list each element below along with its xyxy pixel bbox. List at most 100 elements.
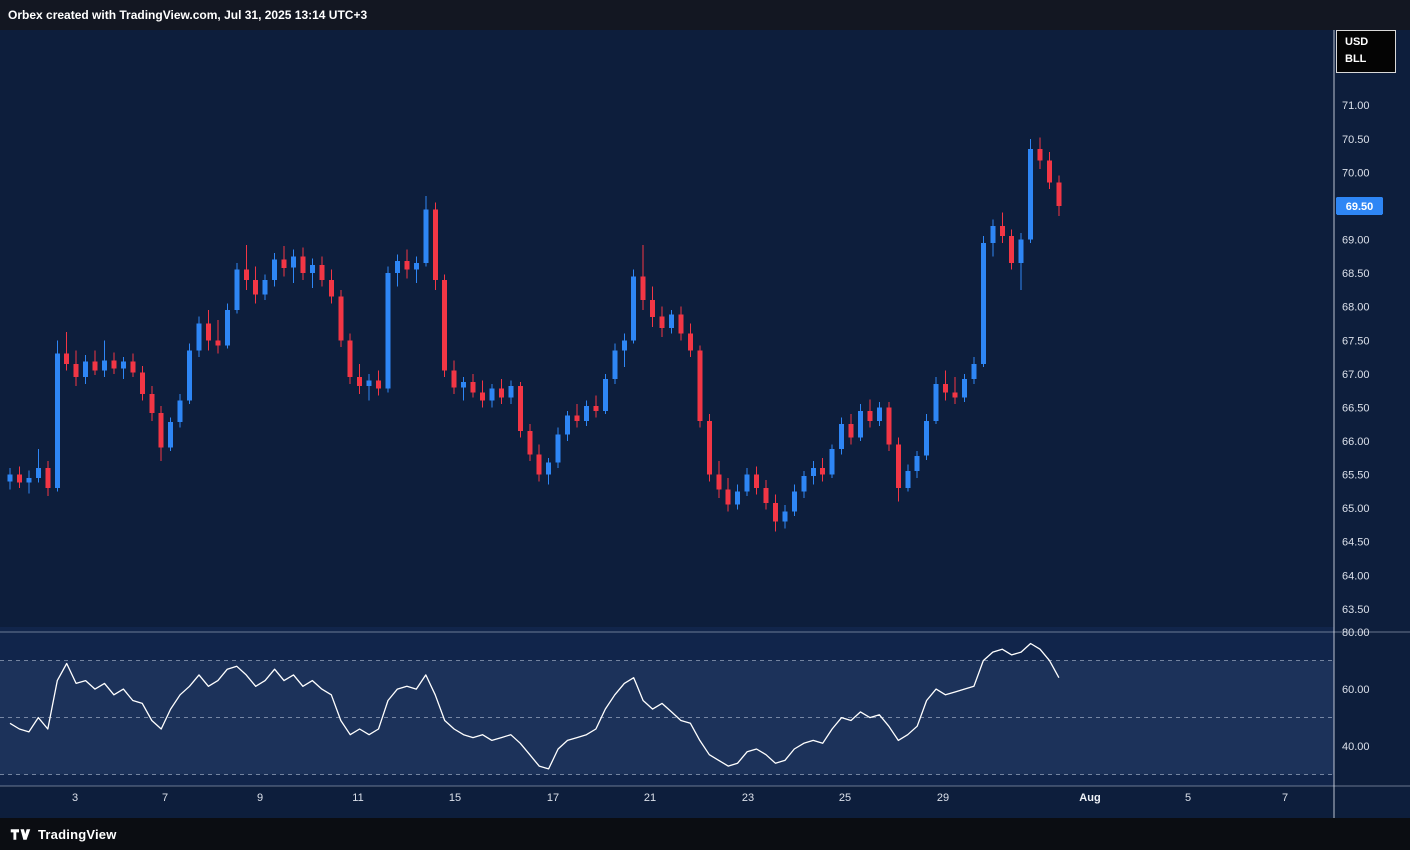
candle-body bbox=[366, 380, 372, 386]
candle-body bbox=[980, 242, 986, 364]
price-axis-label: 70.00 bbox=[1342, 167, 1370, 179]
candle-body bbox=[432, 209, 438, 280]
candle-body bbox=[83, 361, 89, 378]
candle-body bbox=[120, 361, 126, 369]
candle-body bbox=[404, 261, 410, 270]
candle-body bbox=[385, 273, 391, 389]
candle-body bbox=[527, 430, 533, 455]
candle-body bbox=[895, 444, 901, 488]
price-axis-label: 69.00 bbox=[1342, 235, 1370, 247]
candle-body bbox=[697, 350, 703, 421]
price-axis-label: 64.50 bbox=[1342, 537, 1370, 549]
candle-body bbox=[508, 385, 514, 398]
candle-body bbox=[357, 377, 363, 386]
last-price-badge bbox=[1336, 196, 1383, 215]
candle-body bbox=[687, 333, 693, 351]
candle-body bbox=[791, 491, 797, 512]
rsi-axis-label: 60.00 bbox=[1342, 684, 1370, 696]
price-axis-label: 63.50 bbox=[1342, 604, 1370, 616]
candle-body bbox=[281, 259, 287, 268]
time-axis[interactable] bbox=[0, 786, 1334, 818]
candle-body bbox=[565, 415, 571, 435]
price-axis-label: 70.50 bbox=[1342, 134, 1370, 146]
candle-body bbox=[943, 383, 949, 393]
candle-body bbox=[678, 314, 684, 334]
symbol-unit-currency: USD bbox=[1345, 36, 1369, 48]
candle-body bbox=[602, 379, 608, 411]
price-axis-label: 64.00 bbox=[1342, 570, 1370, 582]
price-axis-label: 68.00 bbox=[1342, 302, 1370, 314]
candle-body bbox=[583, 406, 589, 421]
candle-body bbox=[26, 477, 32, 483]
price-axis-label: 71.00 bbox=[1342, 100, 1370, 112]
tradingview-logo[interactable] bbox=[10, 828, 31, 841]
candle-body bbox=[394, 261, 400, 274]
candle-body bbox=[423, 209, 429, 263]
price-axis[interactable] bbox=[1334, 30, 1410, 818]
price-axis-label: 66.00 bbox=[1342, 436, 1370, 448]
candle-body bbox=[905, 471, 911, 488]
candle-body bbox=[177, 400, 183, 423]
candle-body bbox=[300, 256, 306, 274]
candle-body bbox=[205, 323, 211, 341]
time-axis-label: 5 bbox=[1185, 792, 1191, 804]
time-axis-label: 7 bbox=[162, 792, 168, 804]
candle-body bbox=[990, 226, 996, 243]
candle-body bbox=[952, 392, 958, 398]
candle-body bbox=[867, 410, 873, 421]
candle-body bbox=[801, 475, 807, 492]
candle-body bbox=[546, 462, 552, 475]
candle-body bbox=[706, 420, 712, 475]
candle-body bbox=[886, 407, 892, 445]
candle-body bbox=[669, 314, 674, 329]
candle-body bbox=[1056, 182, 1062, 206]
candle-body bbox=[16, 474, 22, 483]
chart-area: 71.00 70.50 70.00 69.50 69.00 68.50 68.00 67.50… bbox=[0, 30, 1410, 818]
candle-body bbox=[480, 392, 485, 401]
candle-body bbox=[999, 226, 1005, 237]
time-axis-label: 25 bbox=[839, 792, 851, 804]
candle-body bbox=[224, 310, 230, 346]
candle-body bbox=[971, 363, 977, 380]
rsi-axis-label: 40.00 bbox=[1342, 741, 1370, 753]
footer-bar: TradingView bbox=[0, 818, 1410, 850]
candle-body bbox=[187, 350, 193, 401]
time-axis-label: 11 bbox=[352, 792, 363, 804]
candle-body bbox=[640, 276, 646, 300]
candle-body bbox=[470, 381, 476, 393]
candle-body bbox=[763, 488, 769, 503]
tradingview-brand[interactable]: TradingView bbox=[38, 826, 117, 842]
candle-body bbox=[196, 323, 202, 351]
candle-body bbox=[716, 474, 722, 490]
time-axis-label: 15 bbox=[449, 792, 461, 804]
rsi-pane-background bbox=[0, 627, 1334, 786]
candle-body bbox=[810, 467, 816, 476]
rsi-line bbox=[9, 642, 1060, 770]
candle-body bbox=[35, 467, 41, 478]
candle-body bbox=[92, 361, 98, 371]
price-axis-label: 65.00 bbox=[1342, 503, 1370, 515]
candle-body bbox=[754, 474, 760, 488]
price-axis-label: 67.50 bbox=[1342, 335, 1370, 347]
candle-body bbox=[215, 340, 221, 346]
candle-body bbox=[612, 350, 618, 380]
candle-body bbox=[338, 296, 344, 341]
candle-body bbox=[621, 340, 627, 351]
price-chart[interactable]: 71.00 70.50 70.00 69.50 69.00 68.50 68.00 67.50… bbox=[0, 30, 1410, 818]
candle-body bbox=[111, 360, 117, 369]
candle-body bbox=[253, 279, 259, 295]
candle-body bbox=[451, 370, 457, 388]
candle-body bbox=[659, 316, 665, 329]
candle-body bbox=[291, 256, 296, 268]
candle-body bbox=[631, 276, 637, 341]
time-axis-label: 3 bbox=[72, 792, 78, 804]
candle-body bbox=[517, 385, 523, 431]
time-axis-label: 29 bbox=[937, 792, 949, 804]
candle-body bbox=[45, 467, 51, 488]
candle-body bbox=[848, 424, 854, 438]
rsi-axis-label: 80.00 bbox=[1342, 627, 1370, 639]
candle-body bbox=[64, 353, 70, 364]
price-axis-label: 66.50 bbox=[1342, 402, 1370, 414]
candle-body bbox=[924, 420, 930, 456]
candle-body bbox=[54, 353, 60, 488]
